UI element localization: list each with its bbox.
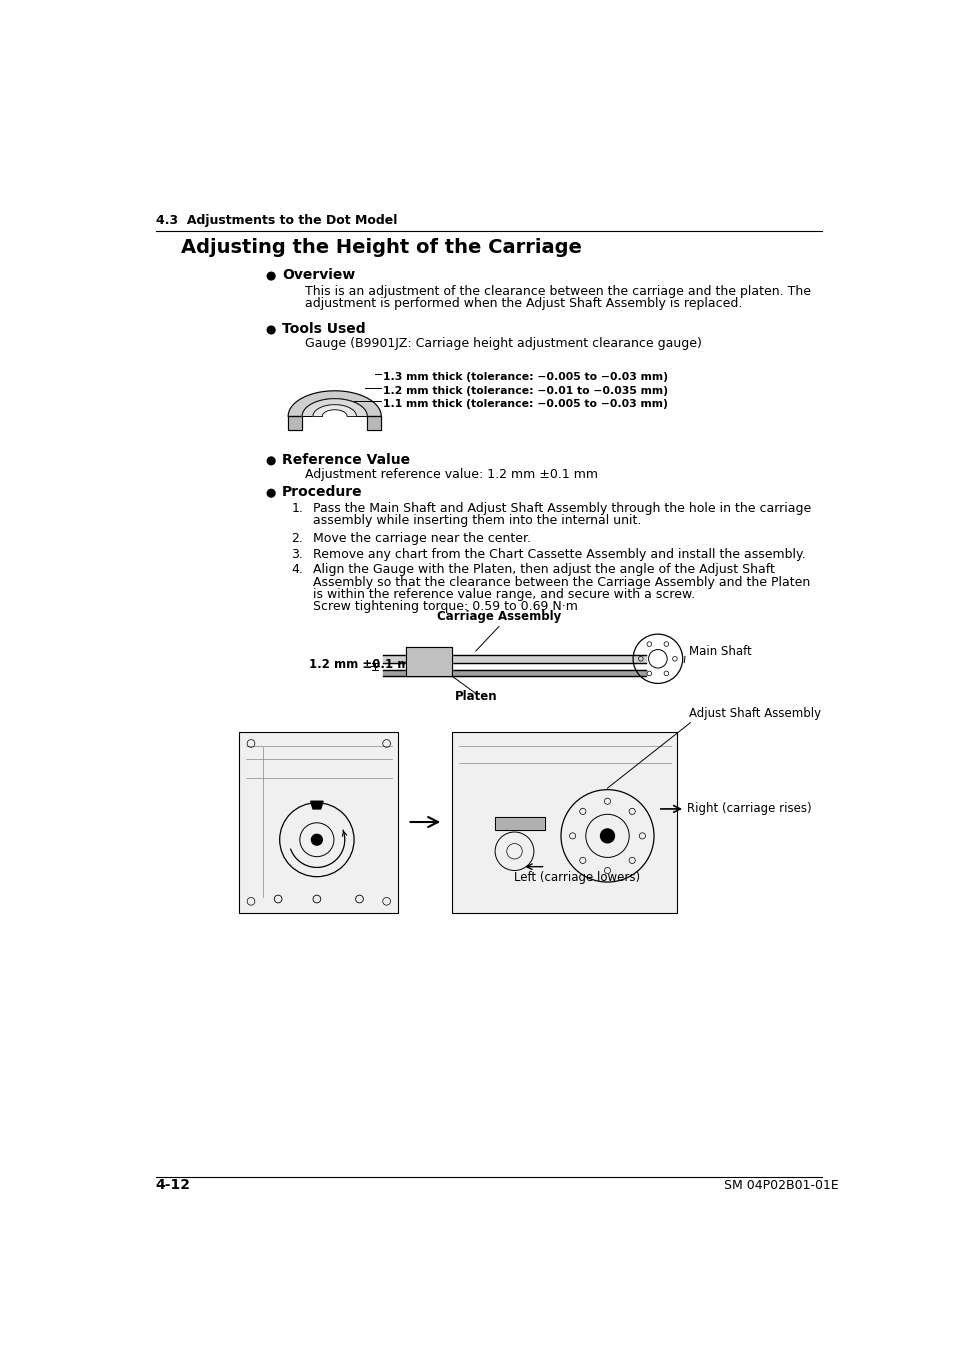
Text: 1.2 mm ±0.1 mm: 1.2 mm ±0.1 mm	[309, 658, 421, 671]
Text: Align the Gauge with the Platen, then adjust the angle of the Adjust Shaft: Align the Gauge with the Platen, then ad…	[313, 563, 774, 577]
Text: Procedure: Procedure	[282, 485, 362, 500]
Circle shape	[599, 830, 614, 843]
Polygon shape	[367, 416, 381, 430]
Text: Pass the Main Shaft and Adjust Shaft Assembly through the hole in the carriage: Pass the Main Shaft and Adjust Shaft Ass…	[313, 501, 810, 515]
Text: Main Shaft: Main Shaft	[688, 644, 751, 658]
Text: Assembly so that the clearance between the Carriage Assembly and the Platen: Assembly so that the clearance between t…	[313, 576, 809, 589]
Text: 4.: 4.	[291, 563, 303, 577]
Text: 1.: 1.	[291, 501, 303, 515]
Text: Tools Used: Tools Used	[282, 322, 365, 336]
Polygon shape	[302, 399, 367, 416]
Polygon shape	[288, 416, 302, 430]
Circle shape	[267, 457, 274, 465]
Text: Adjust Shaft Assembly: Adjust Shaft Assembly	[688, 707, 821, 720]
Text: adjustment is performed when the Adjust Shaft Assembly is replaced.: adjustment is performed when the Adjust …	[305, 297, 741, 309]
Circle shape	[267, 326, 274, 334]
Text: Reference Value: Reference Value	[282, 453, 410, 467]
Circle shape	[311, 835, 322, 846]
Text: 3.: 3.	[291, 549, 303, 561]
Text: Move the carriage near the center.: Move the carriage near the center.	[313, 532, 531, 546]
Circle shape	[267, 489, 274, 497]
Text: 2.: 2.	[291, 532, 303, 546]
Polygon shape	[495, 816, 545, 831]
Polygon shape	[313, 405, 356, 416]
Text: is within the reference value range, and secure with a screw.: is within the reference value range, and…	[313, 588, 695, 601]
Text: Left (carriage lowers): Left (carriage lowers)	[514, 870, 640, 884]
Text: Platen: Platen	[454, 689, 497, 703]
Polygon shape	[382, 670, 645, 677]
Polygon shape	[288, 390, 381, 416]
Text: Screw tightening torque: 0.59 to 0.69 N·m: Screw tightening torque: 0.59 to 0.69 N·…	[313, 600, 578, 613]
Circle shape	[267, 273, 274, 280]
FancyBboxPatch shape	[239, 732, 397, 913]
Text: SM 04P02B01-01E: SM 04P02B01-01E	[723, 1178, 838, 1192]
Text: 1.1 mm thick (tolerance: −0.005 to −0.03 mm): 1.1 mm thick (tolerance: −0.005 to −0.03…	[382, 399, 667, 409]
Text: Overview: Overview	[282, 267, 355, 282]
Text: Remove any chart from the Chart Cassette Assembly and install the assembly.: Remove any chart from the Chart Cassette…	[313, 549, 804, 561]
Text: Gauge (B9901JZ: Carriage height adjustment clearance gauge): Gauge (B9901JZ: Carriage height adjustme…	[305, 336, 701, 350]
Text: 1.2 mm thick (tolerance: −0.01 to −0.035 mm): 1.2 mm thick (tolerance: −0.01 to −0.035…	[382, 386, 667, 396]
Polygon shape	[406, 647, 452, 677]
Text: Adjustment reference value: 1.2 mm ±0.1 mm: Adjustment reference value: 1.2 mm ±0.1 …	[305, 467, 598, 481]
Text: 1.3 mm thick (tolerance: −0.005 to −0.03 mm): 1.3 mm thick (tolerance: −0.005 to −0.03…	[382, 372, 667, 382]
Text: 4.3  Adjustments to the Dot Model: 4.3 Adjustments to the Dot Model	[155, 213, 396, 227]
Text: assembly while inserting them into the internal unit.: assembly while inserting them into the i…	[313, 513, 640, 527]
Polygon shape	[311, 801, 323, 809]
Text: Right (carriage rises): Right (carriage rises)	[686, 802, 811, 815]
Text: This is an adjustment of the clearance between the carriage and the platen. The: This is an adjustment of the clearance b…	[305, 285, 810, 297]
Text: 4-12: 4-12	[155, 1178, 191, 1192]
Text: Adjusting the Height of the Carriage: Adjusting the Height of the Carriage	[181, 238, 581, 257]
FancyBboxPatch shape	[452, 732, 677, 913]
Text: Carriage Assembly: Carriage Assembly	[436, 611, 560, 623]
